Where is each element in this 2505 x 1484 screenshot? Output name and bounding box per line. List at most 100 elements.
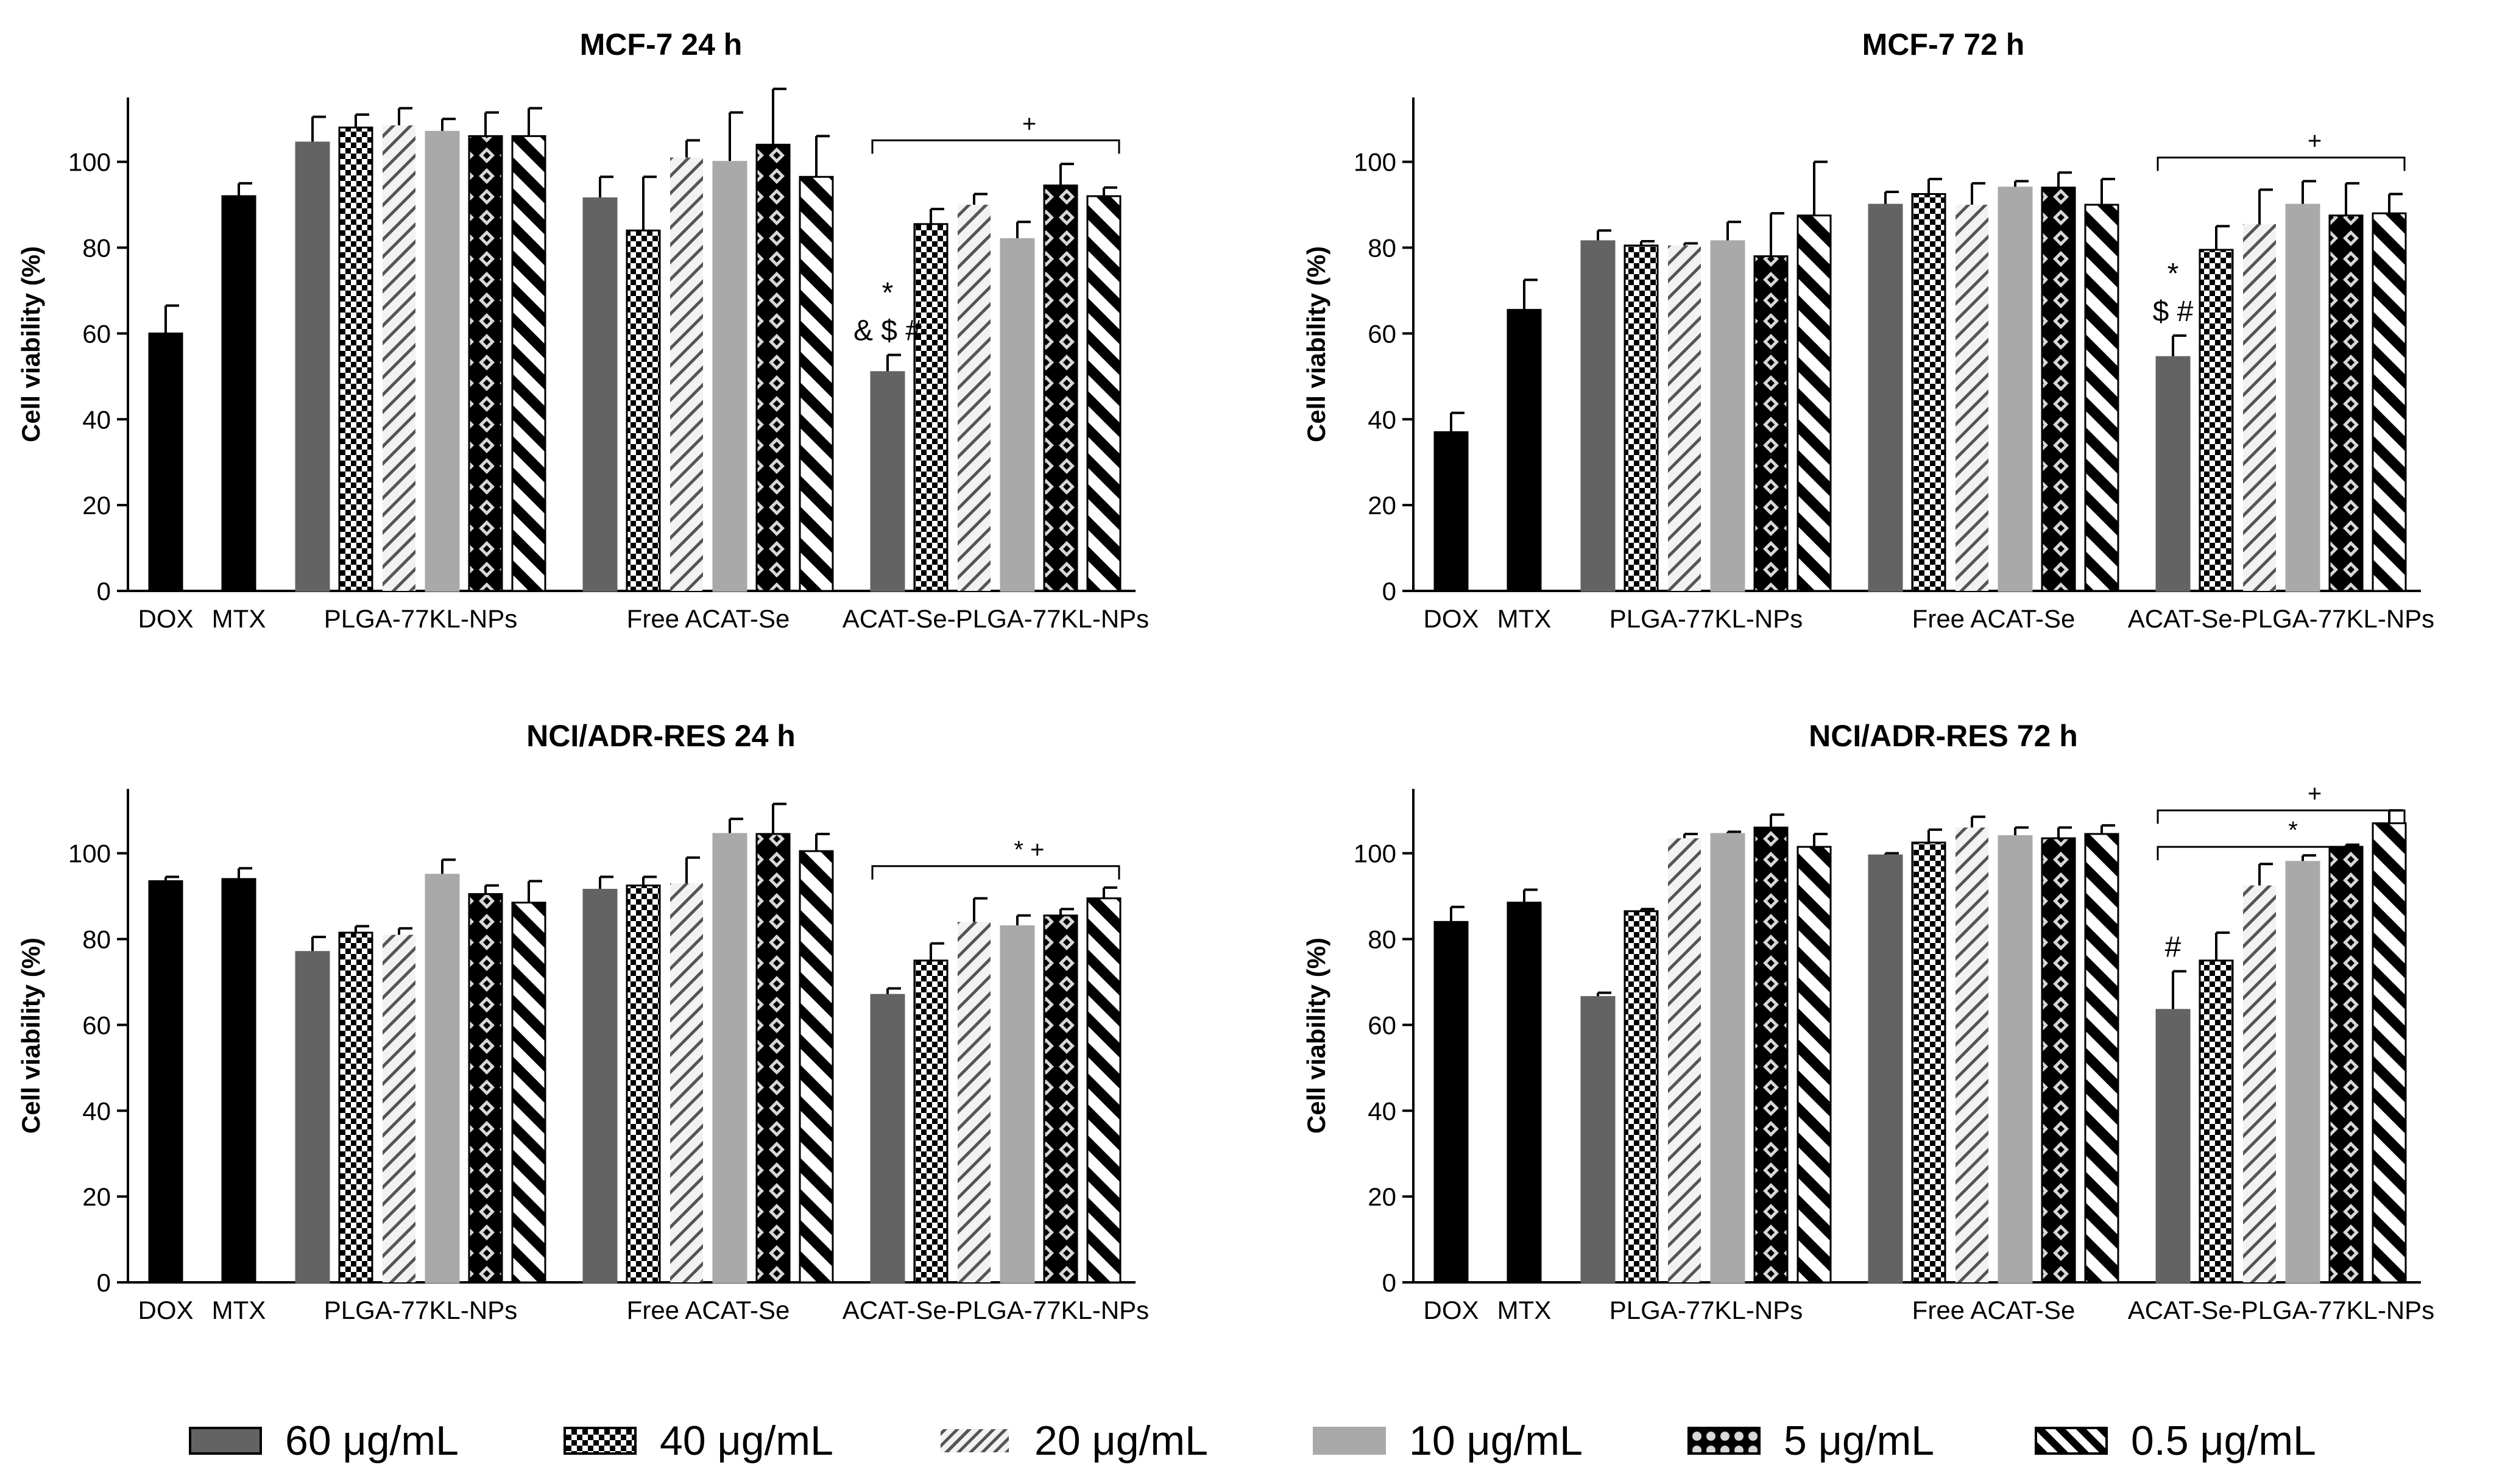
bracket-label: + (2308, 128, 2322, 155)
bar-group0-diag_light (383, 125, 415, 592)
y-tick-label: 0 (97, 577, 111, 606)
bar-group1-solid_dark (582, 889, 618, 1284)
bracket-label: + (1022, 110, 1036, 137)
y-tick-label: 0 (97, 1268, 111, 1297)
bar-group2-diag_heavy (1086, 195, 1122, 592)
bar-group2-diamond (1043, 184, 1078, 592)
x-label-dox: DOX (138, 604, 193, 633)
y-tick-label: 80 (1368, 234, 1396, 263)
bar-group1-diamond (2041, 186, 2076, 592)
x-group-label: Free ACAT-Se (627, 1296, 790, 1324)
bar-group2-diamond (2328, 846, 2364, 1284)
bar-mtx (221, 878, 256, 1284)
legend-swatch-40 (564, 1427, 637, 1455)
bar-group1-diag_heavy (799, 175, 834, 592)
bar-group0-solid_dark (295, 951, 330, 1284)
significance-marker: # (2165, 931, 2182, 963)
bar-group0-solid_dark (1580, 240, 1616, 592)
bar-group1-diamond (755, 833, 791, 1284)
bar-group1-diamond (755, 143, 791, 592)
bracket-label: + (2308, 780, 2322, 807)
bar-group1-diag_heavy (2084, 203, 2119, 592)
y-tick-label: 100 (68, 839, 111, 868)
y-axis-label: Cell viability (%) (16, 246, 45, 442)
bar-group2-solid_dark (870, 371, 905, 592)
bar-group2-solid_light (2285, 203, 2320, 592)
bar-group0-diamond (1753, 255, 1789, 592)
bar-dox (148, 880, 183, 1284)
bar-group0-solid_light (425, 874, 460, 1284)
legend-swatch-05 (2035, 1427, 2108, 1455)
bar-group2-solid_dark (870, 994, 905, 1284)
bar-group0-checker (338, 931, 373, 1284)
significance-marker: $ # (2153, 295, 2194, 328)
significance-bracket (871, 865, 1120, 880)
y-tick-label: 40 (82, 1097, 111, 1125)
x-label-mtx: MTX (1497, 1296, 1552, 1324)
bar-group2-diamond (1043, 914, 1078, 1284)
bar-group2-checker (913, 959, 949, 1284)
x-label-mtx: MTX (212, 604, 266, 633)
bar-group1-checker (1911, 841, 1946, 1284)
chart-mcf7-24h: MCF-7 24 h Cell viability (%) 0 20 40 60 80 100… (16, 27, 1149, 633)
bar-group2-diag_heavy (2372, 212, 2407, 592)
significance-marker: & $ # (853, 315, 922, 347)
bar-group2-checker (2199, 959, 2234, 1284)
bar-group0-diag_heavy (1797, 214, 1832, 592)
bar-dox (148, 332, 183, 592)
bar-group2-solid_dark (2155, 1009, 2191, 1284)
x-group-label: Free ACAT-Se (1912, 1296, 2076, 1324)
x-group-label: ACAT-Se-PLGA-77KL-NPs (843, 1296, 1149, 1324)
bar-group2-diag_heavy (1086, 897, 1122, 1284)
bar-group1-checker (1911, 193, 1946, 592)
y-tick-label: 100 (1354, 839, 1396, 868)
chart-title: NCI/ADR-RES 72 h (1809, 719, 2078, 753)
chart-ncires-24h: NCI/ADR-RES 24 h Cell viability (%) 0 20 40 6… (16, 719, 1149, 1324)
bar-group0-diag_light (1668, 838, 1701, 1282)
y-axis-label: Cell viability (%) (1302, 246, 1330, 442)
significance-bracket (2157, 809, 2406, 824)
y-tick-label: 80 (1368, 925, 1396, 954)
x-label-dox: DOX (1423, 604, 1479, 633)
bar-group1-diag_light (1956, 827, 1988, 1282)
legend: 60 μg/mL 40 μg/mL 20 μg/mL 10 μg/mL 5 μg… (0, 1401, 2505, 1480)
bar-group2-solid_light (1000, 925, 1035, 1284)
bar-group0-solid_dark (1580, 996, 1616, 1284)
y-axis-label: Cell viability (%) (1302, 938, 1330, 1134)
y-tick-label: 80 (82, 234, 111, 263)
legend-label-10: 10 μg/mL (1409, 1418, 1583, 1464)
bar-group0-diamond (468, 135, 503, 592)
bar-group1-solid_dark (1868, 854, 1903, 1284)
bar-group2-diag_light (2243, 224, 2276, 592)
bracket-label: * + (1014, 836, 1044, 863)
chart-ncires-72h: NCI/ADR-RES 72 h Cell viability (%) 0 20 40 6… (1302, 719, 2434, 1324)
bar-group2-checker (913, 223, 949, 592)
bar-mtx (221, 195, 256, 592)
bar-dox (1433, 920, 1469, 1284)
significance-marker: * (2168, 258, 2179, 290)
y-tick-label: 20 (1368, 1182, 1396, 1211)
bar-group2-solid_light (1000, 238, 1035, 592)
y-tick-label: 0 (1382, 577, 1396, 606)
bar-group1-diag_light (1956, 205, 1988, 592)
bar-group0-checker (338, 126, 373, 592)
y-axis-label: Cell viability (%) (16, 938, 45, 1134)
bar-group0-diag_heavy (511, 902, 546, 1284)
y-tick-label: 60 (82, 319, 111, 348)
x-label-dox: DOX (138, 1296, 193, 1324)
bar-group2-solid_light (2285, 861, 2320, 1284)
y-tick-label: 60 (82, 1011, 111, 1039)
legend-label-40: 40 μg/mL (660, 1418, 833, 1464)
bar-group1-diag_heavy (799, 850, 834, 1284)
bar-group1-solid_light (712, 833, 747, 1284)
x-group-label: ACAT-Se-PLGA-77KL-NPs (2128, 604, 2434, 633)
bar-group0-solid_light (425, 130, 460, 592)
legend-swatch-60 (189, 1427, 262, 1455)
bar-group1-solid_dark (582, 197, 618, 592)
bar-group1-diag_light (670, 157, 703, 591)
x-label-mtx: MTX (1497, 604, 1552, 633)
x-label-dox: DOX (1423, 1296, 1479, 1324)
bar-group0-solid_light (1710, 833, 1745, 1284)
bar-group0-diamond (468, 893, 503, 1284)
y-tick-label: 20 (1368, 491, 1396, 520)
